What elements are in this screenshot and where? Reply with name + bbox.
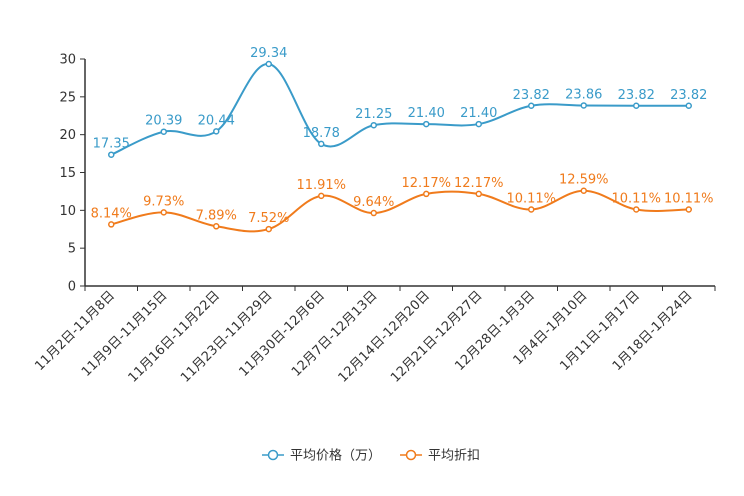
data-label: 21.40 <box>460 106 497 121</box>
legend-marker-icon <box>405 449 417 461</box>
series-average-price: 17.35 20.39 20.44 29.34 18.78 21.25 21.40 21.40… <box>93 46 707 158</box>
data-label: 12.59% <box>559 173 609 188</box>
data-label: 23.82 <box>513 88 550 103</box>
data-point <box>633 102 640 110</box>
data-point <box>580 102 587 109</box>
data-point <box>318 140 325 148</box>
data-label: 12.17% <box>454 176 504 191</box>
data-point <box>160 209 167 216</box>
data-label: 10.11% <box>664 192 714 207</box>
data-label: 21.25 <box>355 107 392 122</box>
data-label: 10.11% <box>506 192 556 207</box>
legend[interactable]: 平均价格（万） 平均折扣 <box>262 448 480 464</box>
data-point <box>423 190 430 198</box>
data-label: 10.11% <box>611 192 661 207</box>
data-label: 20.39 <box>145 114 182 129</box>
data-label: 20.44 <box>198 113 235 128</box>
y-tick-label: 5 <box>68 242 76 257</box>
series-line <box>110 62 689 156</box>
data-label: 9.64% <box>353 195 394 210</box>
data-label: 8.14% <box>91 206 132 221</box>
y-tick-label: 25 <box>59 90 76 105</box>
data-label: 23.82 <box>670 88 707 103</box>
data-point <box>160 128 167 135</box>
data-point <box>108 221 115 228</box>
y-tick-label: 0 <box>68 280 76 295</box>
data-point <box>370 121 377 129</box>
legend-label: 平均折扣 <box>428 449 480 464</box>
legend-marker-icon <box>267 449 279 461</box>
data-label: 17.35 <box>93 137 130 152</box>
data-point <box>633 206 640 213</box>
data-point <box>475 120 482 128</box>
data-point <box>265 60 272 68</box>
data-label: 21.40 <box>408 106 445 121</box>
data-point <box>528 206 535 213</box>
legend-item-average-price[interactable]: 平均价格（万） <box>262 448 381 464</box>
data-label: 18.78 <box>303 126 340 141</box>
data-label: 23.82 <box>618 88 655 103</box>
data-point <box>265 225 272 233</box>
data-point <box>685 102 692 110</box>
x-tick-label: 12月14日-12月20日 <box>336 288 433 385</box>
data-point <box>370 209 377 217</box>
data-label: 11.91% <box>296 178 346 193</box>
x-tick-label: 12月21日-12月27日 <box>388 288 485 385</box>
legend-label: 平均价格（万） <box>290 448 381 464</box>
series-line <box>111 189 689 233</box>
data-point <box>580 187 587 194</box>
data-label: 7.89% <box>196 208 237 223</box>
data-label: 29.34 <box>250 46 287 61</box>
y-tick-label: 10 <box>59 204 76 219</box>
data-point <box>423 120 430 128</box>
y-tick-label: 20 <box>59 128 76 143</box>
legend-item-average-discount[interactable]: 平均折扣 <box>400 449 480 464</box>
y-tick-label: 15 <box>59 166 76 181</box>
data-point <box>318 192 325 200</box>
data-point <box>213 223 220 230</box>
x-tick-label: 11月16日-11月22日 <box>126 288 223 385</box>
data-label: 7.52% <box>248 211 289 226</box>
data-point <box>685 206 692 213</box>
x-tick-label: 11月23日-11月29日 <box>178 288 275 385</box>
data-point <box>528 102 535 110</box>
data-point <box>108 151 115 158</box>
data-label: 23.86 <box>565 87 602 102</box>
series-average-discount: 8.14%9.73%7.89% 7.52%11.91%9.64%12.17% 12.… <box>91 173 714 233</box>
y-tick-label: 30 <box>59 53 76 68</box>
axes: 05101520253011月2日-11月8日11月9日-11月15日11月16… <box>32 53 716 386</box>
data-point <box>213 128 220 135</box>
data-label: 12.17% <box>401 176 451 191</box>
series-layer: 17.35 20.39 20.44 29.34 18.78 21.25 21.40 21.40… <box>91 46 714 233</box>
data-label: 9.73% <box>143 194 184 209</box>
data-point <box>475 190 482 198</box>
